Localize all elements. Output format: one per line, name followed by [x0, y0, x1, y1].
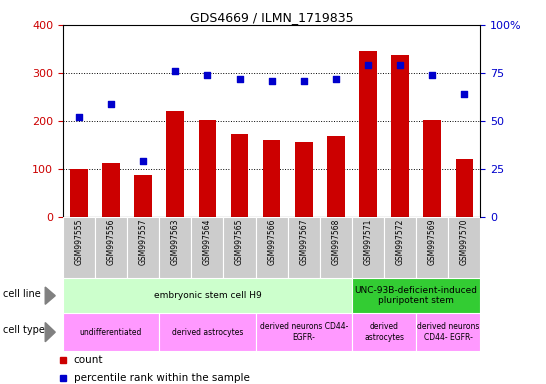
Bar	[391, 55, 409, 217]
Polygon shape	[45, 323, 55, 342]
Bar	[223, 217, 256, 278]
Point	[364, 62, 372, 68]
Bar	[159, 217, 191, 278]
Text: count: count	[74, 356, 103, 366]
Bar	[95, 217, 127, 278]
Bar	[102, 163, 120, 217]
Point	[139, 158, 147, 164]
Bar	[352, 217, 384, 278]
Bar	[256, 313, 352, 351]
Bar	[384, 217, 416, 278]
Text: cell line: cell line	[3, 289, 41, 299]
Text: embryonic stem cell H9: embryonic stem cell H9	[153, 291, 261, 300]
Text: derived
astrocytes: derived astrocytes	[364, 323, 404, 342]
Bar	[127, 217, 159, 278]
Bar	[352, 313, 416, 351]
Text: GSM997563: GSM997563	[171, 219, 180, 265]
Bar	[167, 111, 184, 217]
Text: GSM997572: GSM997572	[396, 219, 405, 265]
Text: percentile rank within the sample: percentile rank within the sample	[74, 373, 250, 383]
Bar	[70, 169, 88, 217]
Point	[171, 68, 180, 74]
Bar	[448, 217, 480, 278]
Text: derived astrocytes: derived astrocytes	[171, 328, 243, 337]
Point	[235, 76, 244, 82]
Text: GSM997571: GSM997571	[364, 219, 372, 265]
Text: GSM997570: GSM997570	[460, 219, 469, 265]
Bar	[199, 119, 216, 217]
Text: GSM997568: GSM997568	[331, 219, 340, 265]
Bar	[63, 313, 159, 351]
Bar	[295, 142, 313, 217]
Text: undifferentiated: undifferentiated	[80, 328, 142, 337]
Text: GSM997566: GSM997566	[267, 219, 276, 265]
Title: GDS4669 / ILMN_1719835: GDS4669 / ILMN_1719835	[190, 11, 353, 24]
Text: UNC-93B-deficient-induced
pluripotent stem: UNC-93B-deficient-induced pluripotent st…	[355, 286, 478, 305]
Bar	[159, 313, 256, 351]
Bar	[359, 51, 377, 217]
Text: GSM997564: GSM997564	[203, 219, 212, 265]
Point	[396, 62, 405, 68]
Bar	[320, 217, 352, 278]
Text: derived neurons CD44-
EGFR-: derived neurons CD44- EGFR-	[259, 323, 348, 342]
Text: GSM997565: GSM997565	[235, 219, 244, 265]
Bar	[134, 175, 152, 217]
Bar	[288, 217, 320, 278]
Polygon shape	[45, 287, 55, 304]
Text: derived neurons
CD44- EGFR-: derived neurons CD44- EGFR-	[417, 323, 479, 342]
Text: GSM997556: GSM997556	[106, 219, 116, 265]
Bar	[416, 313, 480, 351]
Bar	[455, 159, 473, 217]
Bar	[191, 217, 223, 278]
Bar	[63, 278, 352, 313]
Point	[203, 72, 212, 78]
Text: GSM997557: GSM997557	[139, 219, 147, 265]
Bar	[424, 120, 441, 217]
Bar	[230, 134, 248, 217]
Text: cell type: cell type	[3, 325, 45, 335]
Text: GSM997569: GSM997569	[428, 219, 437, 265]
Bar	[416, 217, 448, 278]
Point	[299, 78, 308, 84]
Point	[331, 76, 340, 82]
Text: GSM997567: GSM997567	[299, 219, 308, 265]
Bar	[256, 217, 288, 278]
Point	[428, 72, 437, 78]
Point	[106, 101, 115, 107]
Point	[460, 91, 469, 97]
Bar	[63, 217, 95, 278]
Bar	[327, 136, 345, 217]
Point	[74, 114, 83, 120]
Bar	[263, 140, 281, 217]
Bar	[352, 278, 480, 313]
Text: GSM997555: GSM997555	[74, 219, 84, 265]
Point	[268, 78, 276, 84]
